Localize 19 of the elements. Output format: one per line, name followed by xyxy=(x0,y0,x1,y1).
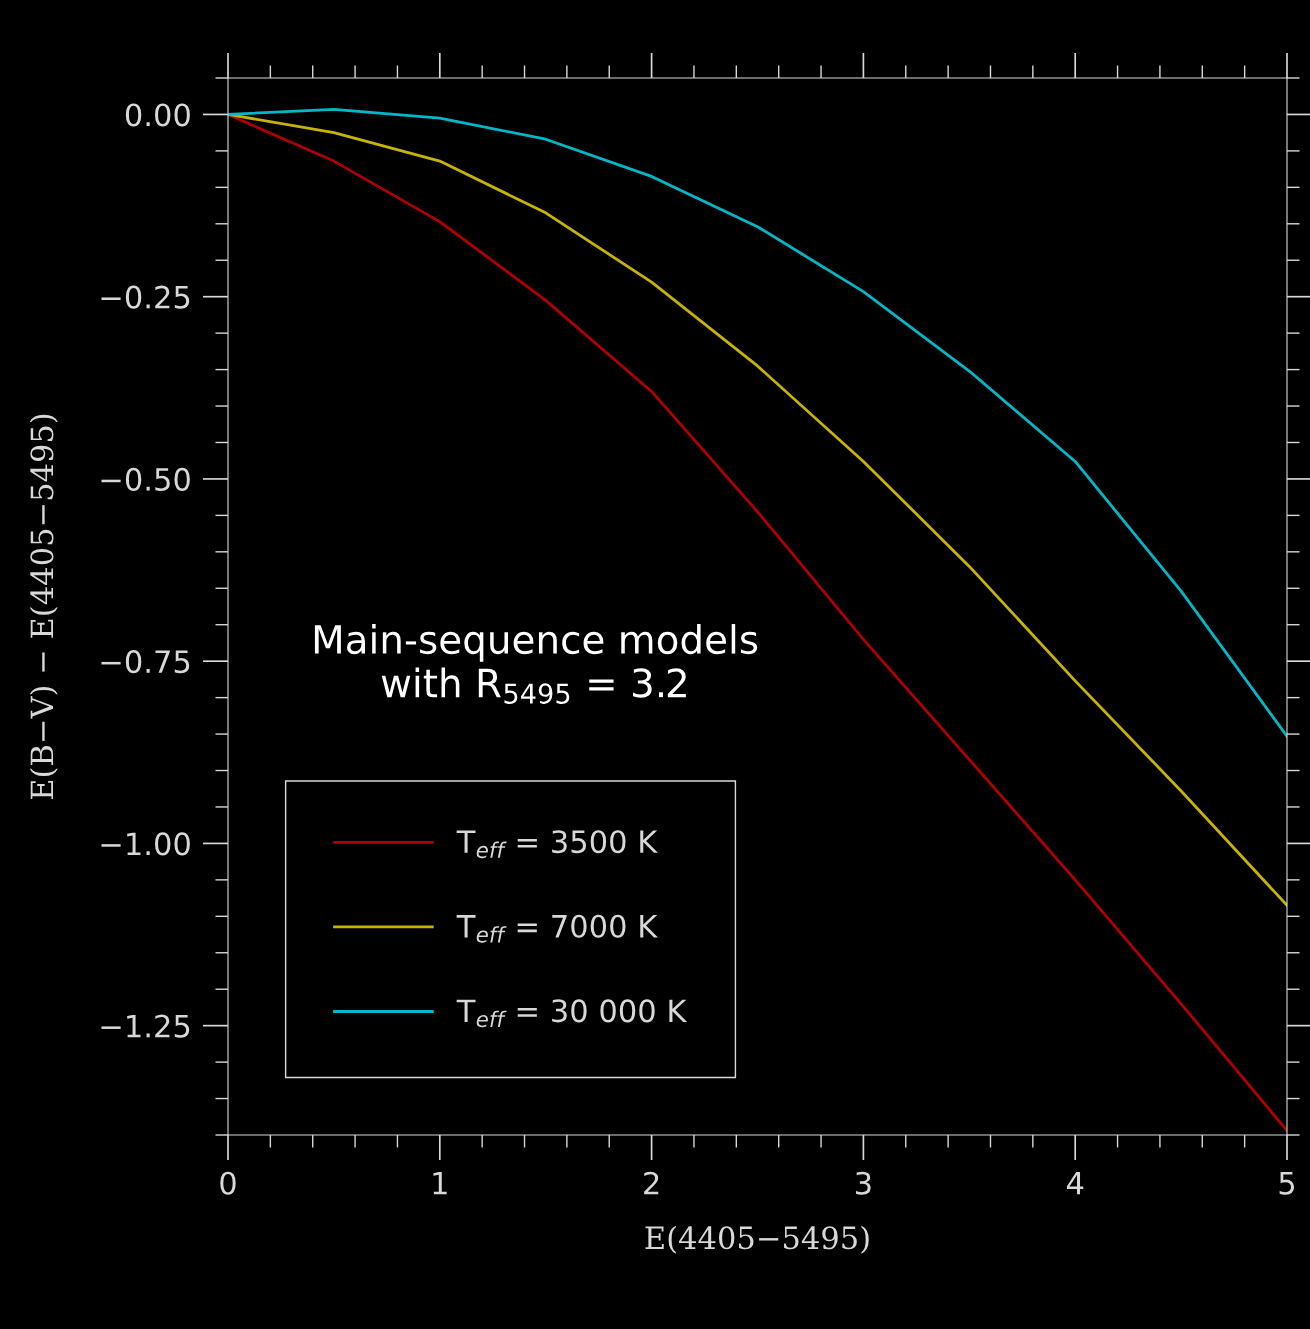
legend-label: T$_{eff}$ = 7000 K xyxy=(456,914,658,943)
y-tick-label: −0.25 xyxy=(101,285,190,309)
y-tick-label: −0.75 xyxy=(101,650,190,674)
x-tick-label: 0 xyxy=(220,1171,236,1195)
x-tick-label: 4 xyxy=(1066,1172,1084,1195)
line-series xyxy=(228,107,1287,738)
y-axis-title: E(B−V) − E(4405−5495) xyxy=(29,414,58,800)
x-tick-label: 5 xyxy=(1279,1172,1295,1195)
y-tick-label: −0.50 xyxy=(101,467,190,491)
y-tick-label: −1.25 xyxy=(101,1014,190,1038)
legend-label: T$_{eff}$ = 30 000 K xyxy=(456,999,688,1028)
x-tick-label: 2 xyxy=(644,1171,659,1195)
x-axis-title: E(4405−5495) xyxy=(645,1225,869,1254)
y-tick-label: 0.00 xyxy=(125,103,190,127)
legend-label: T$_{eff}$ = 3500 K xyxy=(456,830,658,859)
x-tick-label: 3 xyxy=(856,1171,871,1195)
annotation: Main-sequence models with R$_{5495}$ = 3.2 xyxy=(314,624,758,704)
x-tick-label: 1 xyxy=(433,1172,447,1195)
y-tick-label: −1.00 xyxy=(101,832,190,856)
